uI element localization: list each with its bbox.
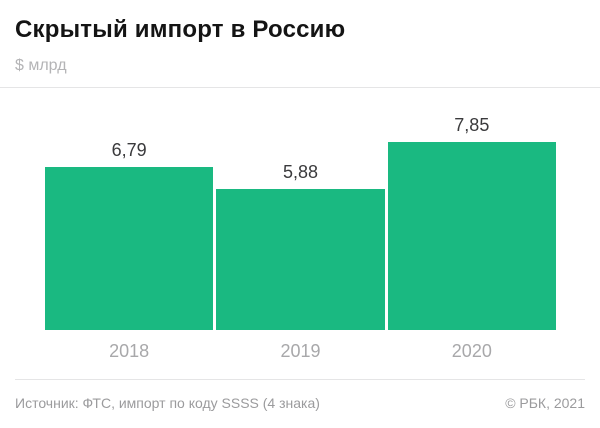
bar-group: 5,88	[216, 162, 385, 330]
chart-title: Скрытый импорт в Россию	[15, 16, 346, 43]
bar-group: 6,79	[45, 140, 214, 330]
bar-value-label: 7,85	[454, 115, 490, 135]
x-axis-tick-label: 2019	[280, 341, 321, 361]
x-axis-tick-label: 2020	[451, 341, 492, 361]
chart-units-label: $ млрд	[15, 57, 67, 74]
bar-group: 7,85	[387, 115, 556, 330]
plot-area: 6,79 5,88 7,85	[0, 88, 600, 330]
copyright-label: © РБК, 2021	[505, 395, 585, 411]
bar-value-label: 6,79	[111, 140, 147, 160]
bar	[387, 142, 556, 330]
source-label: Источник: ФТС, импорт по коду SSSS (4 зн…	[15, 395, 320, 411]
chart-header: Скрытый импорт в Россию $ млрд	[0, 0, 600, 88]
bar	[216, 189, 385, 330]
bar	[45, 167, 214, 330]
chart-footer: Источник: ФТС, импорт по коду SSSS (4 зн…	[15, 379, 585, 428]
x-axis-labels: 2018 2019 2020	[0, 330, 600, 379]
x-axis-tick-label: 2018	[109, 341, 150, 361]
bar-value-label: 5,88	[282, 162, 319, 182]
